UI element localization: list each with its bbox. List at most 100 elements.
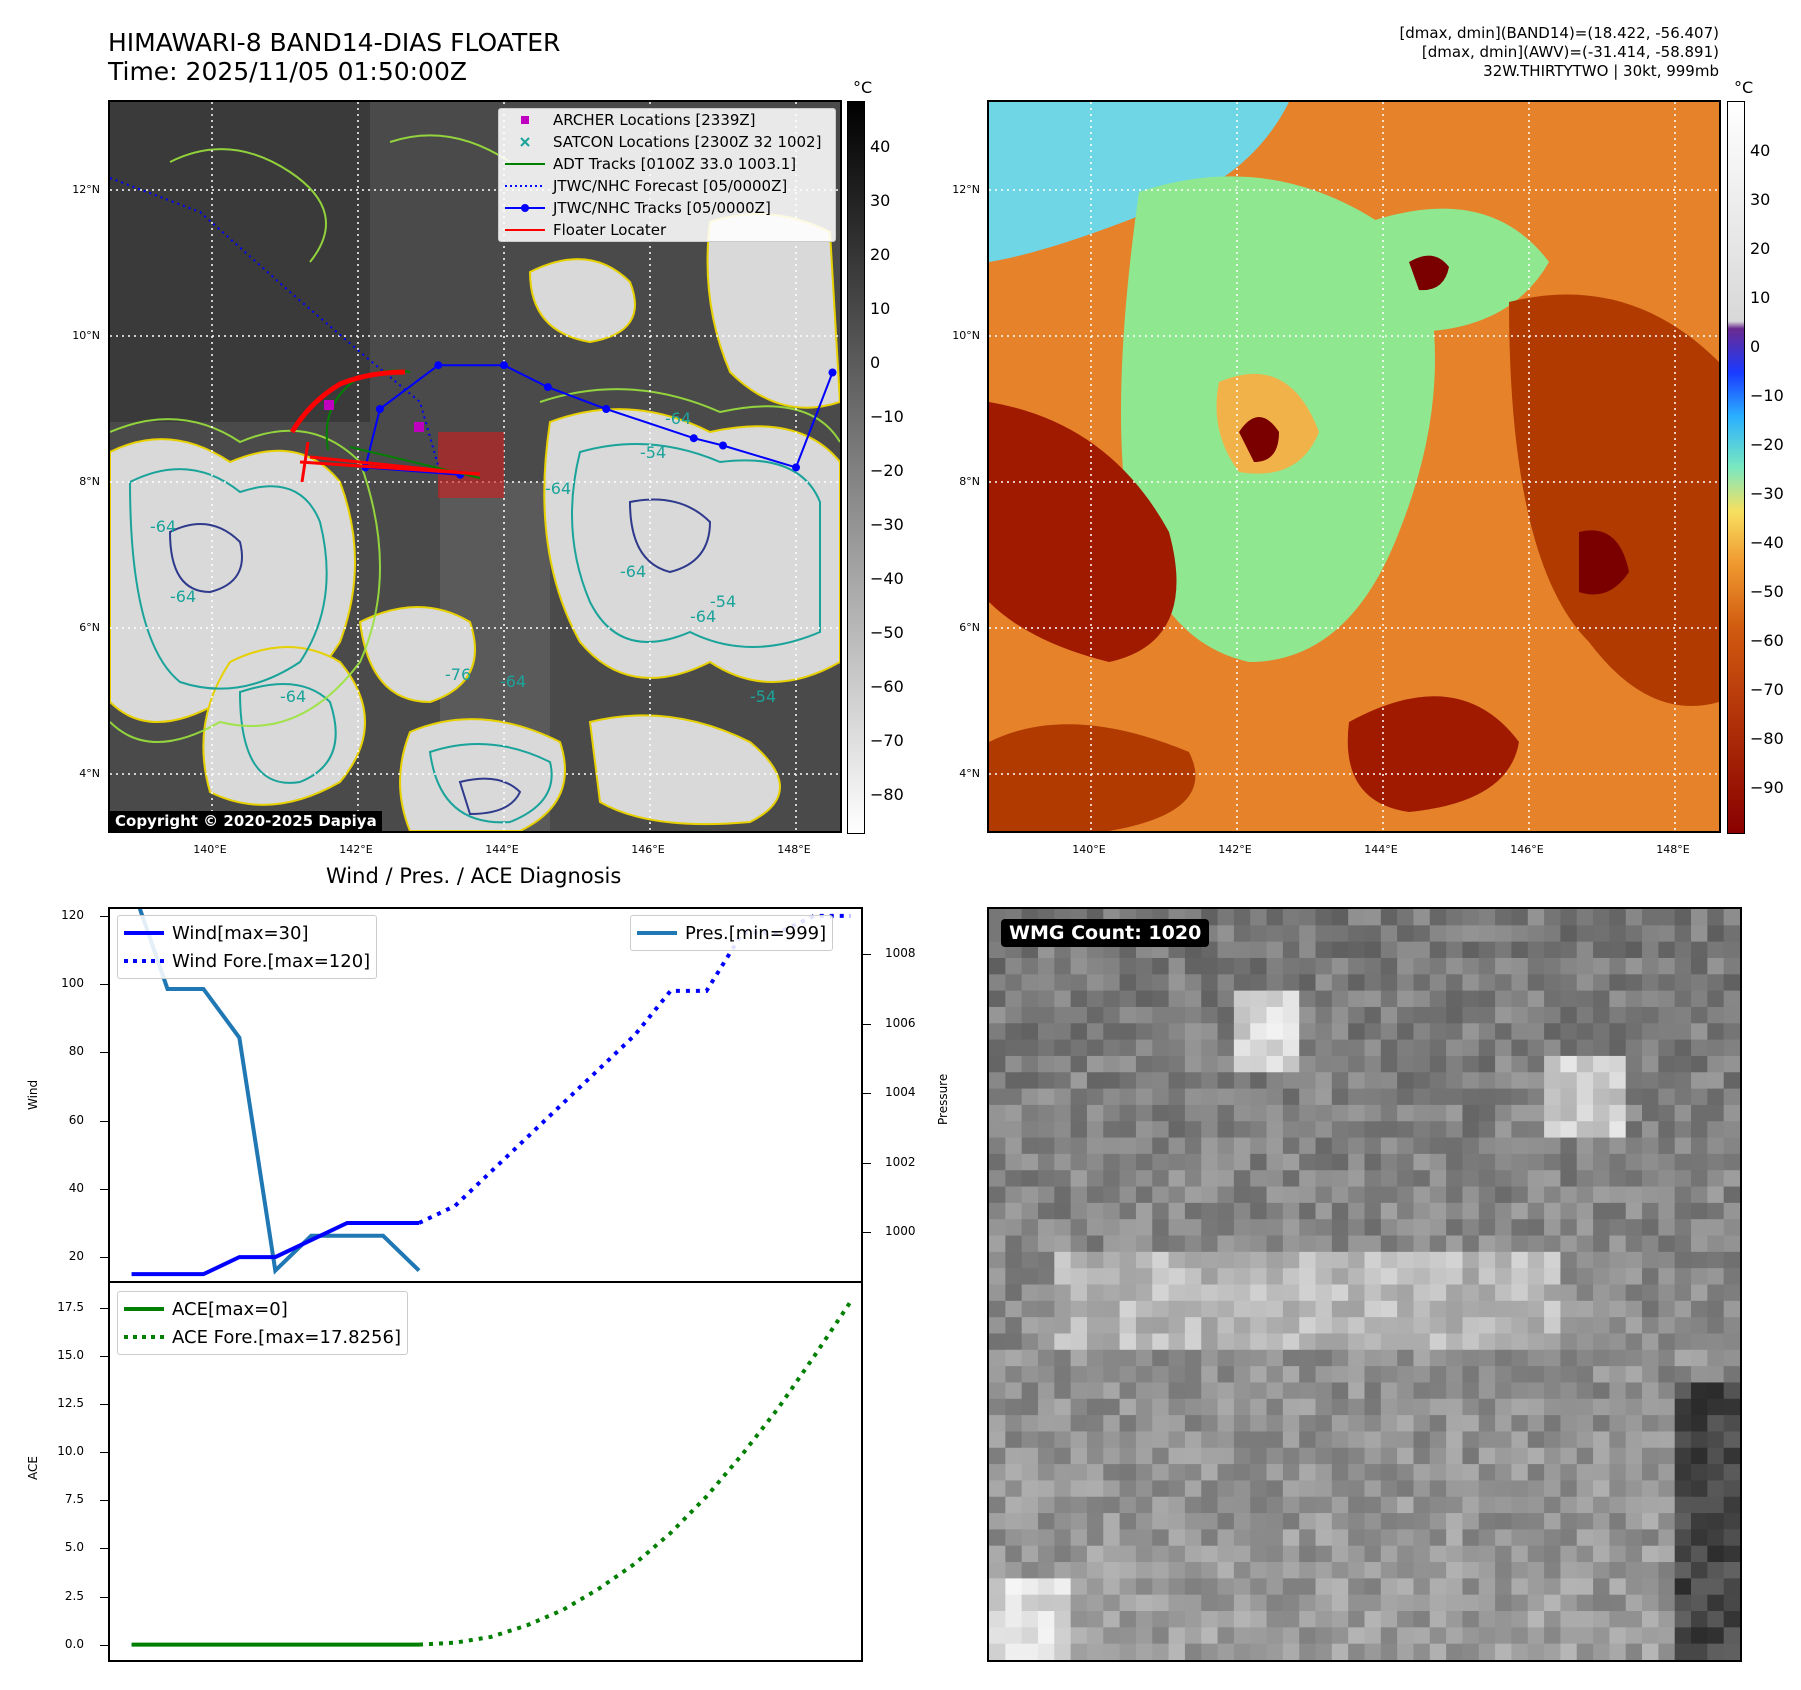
wind-pressure-chart (131, 909, 851, 1277)
left-lat-tick: 8°N (79, 475, 100, 488)
left-lon-tick: 146°E (631, 843, 665, 856)
right-lon-tick: 146°E (1510, 843, 1544, 856)
archer-marker (324, 400, 334, 410)
diagnosis-frame (108, 907, 863, 1662)
ace-ytick-mark (100, 1500, 108, 1502)
ace-fore-legend-label: ACE Fore.[max=17.8256] (172, 1326, 401, 1348)
jtwc-track-point (375, 405, 384, 413)
color-cbar-tick: 20 (1750, 239, 1771, 258)
wind-legend-swatch (124, 930, 164, 936)
wind-ytick-mark (100, 1257, 108, 1259)
gray-cbar-tick: −80 (870, 785, 904, 804)
ace-ytick-label: 15.0 (57, 1348, 84, 1363)
wind-legend: Wind[max=30] Wind Fore.[max=120] (117, 915, 378, 979)
ace-series-layer (131, 1301, 852, 1647)
ace-ylabel: ACE (26, 1456, 40, 1480)
right-lat-tick: 8°N (959, 475, 980, 488)
map-legend-swatch (505, 224, 545, 236)
map-legend-swatch (505, 202, 545, 214)
gray-cbar-tick: 40 (870, 137, 891, 156)
color-cbar-tick: 40 (1750, 141, 1771, 160)
color-cbar-tick: −20 (1750, 435, 1784, 454)
gray-colorbar (847, 101, 865, 834)
band14-map: -64 -54 -64 -64 -64 -54 -64 -64 -76 -64 -64 -54 Cop… (108, 100, 842, 833)
ace-chart (131, 1301, 852, 1647)
right-lat-tick: 12°N (952, 183, 980, 196)
archer-marker-2 (414, 422, 424, 432)
ace-ytick-label: 17.5 (57, 1300, 84, 1314)
diagnosis-title: Wind / Pres. / ACE Diagnosis (326, 864, 622, 888)
ace-ytick-mark (100, 1596, 108, 1598)
color-cbar-tick: −80 (1750, 729, 1784, 748)
contour-label: -64 (170, 587, 196, 606)
figure-title-line2: Time: 2025/11/05 01:50:00Z (108, 57, 467, 86)
contour-label: -64 (545, 479, 571, 498)
wind-ytick-mark (100, 984, 108, 986)
wmg-count-badge: WMG Count: 1020 (1001, 919, 1210, 947)
map-legend-label: SATCON Locations [2300Z 32 1002] (553, 133, 822, 151)
right-lat-tick: 6°N (959, 621, 980, 634)
contour-label: -64 (150, 517, 176, 536)
wind-ytick-mark (100, 1188, 108, 1190)
floater-box (438, 432, 504, 498)
contour-label: -64 (665, 409, 691, 428)
jtwc-track-point (828, 368, 837, 377)
map-legend-row: ARCHER Locations [2339Z] (499, 109, 835, 131)
ace-fore-legend-swatch (124, 1334, 164, 1340)
jtwc-track-point (719, 441, 727, 450)
map-legend-row: Floater Locater (499, 219, 835, 241)
ace-ytick-label: 2.5 (64, 1588, 84, 1603)
contour-label: -54 (750, 687, 776, 706)
figure-title-line1: HIMAWARI-8 BAND14-DIAS FLOATER (108, 28, 561, 57)
ace-ytick-mark (100, 1548, 108, 1550)
map-legend-label: JTWC/NHC Tracks [05/0000Z] (553, 199, 771, 217)
color-cbar-tick: 10 (1750, 288, 1771, 307)
color-cbar-tick: −60 (1750, 631, 1784, 650)
wind-legend-label: Wind[max=30] (172, 922, 309, 944)
wind-ytick-label: 60 (68, 1112, 84, 1127)
jtwc-track-point (543, 383, 552, 392)
pres-legend-swatch (637, 930, 677, 936)
wind-ylabel: Wind (26, 1079, 40, 1110)
awv-map-svg (989, 102, 1719, 831)
map-legend-row: SATCON Locations [2300Z 32 1002] (499, 131, 835, 153)
gray-cbar-tick: −50 (870, 623, 904, 642)
diagnosis-divider (108, 1281, 863, 1283)
gray-cbar-tick: −10 (870, 407, 904, 426)
copyright-badge: Copyright © 2020-2025 Dapiya (110, 811, 382, 831)
gray-cbar-unit: °C (853, 78, 873, 97)
gray-cbar-tick: −40 (870, 569, 904, 588)
contour-label: -54 (640, 443, 666, 462)
ace-ytick-label: 0.0 (64, 1636, 84, 1651)
ace-legend-label: ACE[max=0] (172, 1298, 288, 1320)
wind-fore-legend-swatch (124, 958, 164, 964)
ace-legend: ACE[max=0] ACE Fore.[max=17.8256] (117, 1291, 408, 1355)
ace-ytick-label: 5.0 (64, 1540, 84, 1555)
ace-ytick-mark (100, 1644, 108, 1646)
pressure-ytick-label: 1008 (885, 946, 916, 961)
wind-ytick-label: 100 (61, 976, 84, 991)
pressure-ytick-mark (863, 1023, 871, 1025)
wind-fore-legend-label: Wind Fore.[max=120] (172, 950, 371, 972)
pressure-ytick-label: 1002 (885, 1154, 916, 1169)
meta-line3: 32W.THIRTYTWO | 30kt, 999mb (1483, 62, 1719, 80)
contour-label: -54 (710, 592, 736, 611)
color-cbar-tick: −90 (1750, 778, 1784, 797)
ace-ytick-mark (100, 1452, 108, 1454)
right-lat-tick: 4°N (959, 767, 980, 780)
ace-forecast-line (418, 1301, 852, 1647)
pressure-legend: Pres.[min=999] (630, 915, 834, 951)
pres-legend-label: Pres.[min=999] (685, 922, 827, 944)
right-lon-tick: 144°E (1364, 843, 1398, 856)
right-lon-tick: 142°E (1218, 843, 1252, 856)
left-lon-tick: 140°E (193, 843, 227, 856)
floater-track-line (289, 369, 406, 434)
color-colorbar (1727, 101, 1745, 834)
color-cbar-unit: °C (1734, 78, 1754, 97)
color-cbar-tick: −50 (1750, 582, 1784, 601)
wind-forecast-line (418, 913, 851, 1225)
left-lat-tick: 12°N (72, 183, 100, 196)
map-legend-row: JTWC/NHC Forecast [05/0000Z] (499, 175, 835, 197)
left-lat-tick: 4°N (79, 767, 100, 780)
ace-ytick-mark (100, 1404, 108, 1406)
